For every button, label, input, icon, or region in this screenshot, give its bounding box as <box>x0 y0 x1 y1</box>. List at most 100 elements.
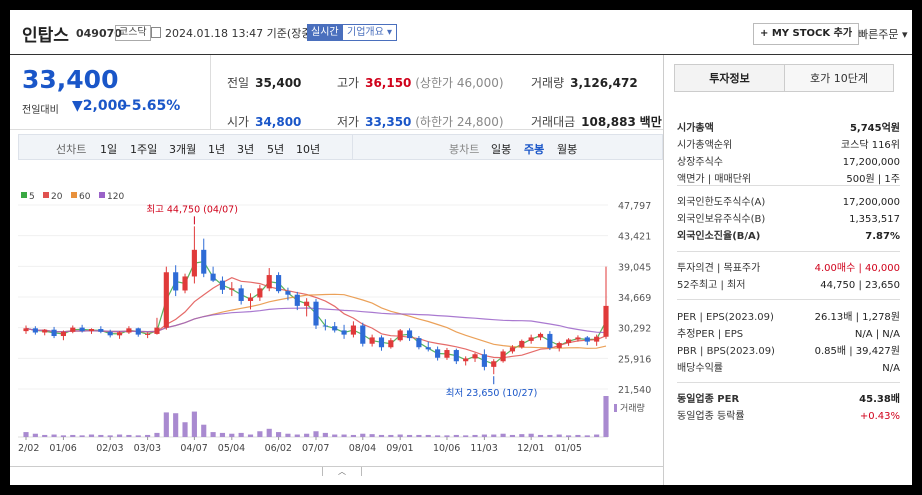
info-row: 52주최고 | 최저 44,750 | 23,650 <box>677 278 900 294</box>
period-1w[interactable]: 1주일 <box>130 143 158 156</box>
candle-body <box>416 338 422 348</box>
candle-body <box>191 249 197 277</box>
chevron-up-icon: ︿ <box>338 467 346 476</box>
line-chart-label: 선차트 <box>56 143 87 156</box>
info-value: 1,353,517 <box>849 214 900 225</box>
candle-body <box>566 339 572 344</box>
price-stats: 전일 35,400 고가 36,150 (상한가 46,000) 거래량 3,126,… <box>213 55 663 129</box>
candle-body <box>575 337 581 340</box>
volume-bar <box>191 411 197 437</box>
volume-bar <box>98 434 104 437</box>
info-row: 추정PER | EPS N/A | N/A <box>677 327 900 343</box>
candle-body <box>509 347 516 352</box>
quick-order-dropdown[interactable]: 빠른주문 ▾ <box>858 26 908 42</box>
corp-info-label: 기업개요 <box>347 27 384 38</box>
candle-chart-label: 봉차트 <box>449 143 480 156</box>
tab-hoga-10[interactable]: 호가 10단계 <box>784 64 894 92</box>
low-annotation: 최저 23,650 (10/27) <box>446 388 538 399</box>
volume-bar <box>229 433 235 437</box>
volume-bar <box>70 434 76 437</box>
info-divider <box>677 185 900 186</box>
volume-bar <box>519 434 525 437</box>
volume-bar <box>173 413 179 437</box>
period-1y[interactable]: 1년 <box>208 143 226 156</box>
stat-label: 거래량 <box>531 76 565 90</box>
stock-name[interactable]: 인탑스 <box>22 26 69 46</box>
candle-monthly[interactable]: 월봉 <box>557 143 578 156</box>
candle-body <box>304 301 310 306</box>
info-label: PBR | BPS(2023.09) <box>677 346 775 357</box>
candle-body <box>182 276 188 291</box>
volume-bar <box>435 435 441 437</box>
period-5y[interactable]: 5년 <box>267 143 285 156</box>
stat-value: 108,883 <box>581 115 636 129</box>
period-10y[interactable]: 10년 <box>296 143 321 156</box>
info-row: 동일업종 등락률 +0.43% <box>677 409 900 425</box>
candle-body <box>584 337 590 342</box>
candle-body <box>519 340 525 348</box>
price-change: ▼2,000 <box>72 98 128 114</box>
candle-body <box>491 361 497 367</box>
legend-swatch <box>99 192 105 198</box>
period-3y[interactable]: 3년 <box>237 143 255 156</box>
stat-open: 시가 34,800 <box>227 113 301 130</box>
candle-body <box>32 328 38 333</box>
volume-bar <box>369 434 375 437</box>
stat-label: 저가 <box>337 115 360 129</box>
y-tick-label: 43,421 <box>618 232 651 243</box>
info-value: 44,750 | 23,650 <box>820 280 900 291</box>
realtime-badge[interactable]: 실시간 <box>307 24 343 41</box>
my-stock-add-button[interactable]: + MY STOCK 추가 <box>753 23 860 45</box>
candle-body <box>154 327 160 334</box>
volume-bar <box>210 432 216 437</box>
stat-value: 34,800 <box>255 115 302 129</box>
corp-info-dropdown[interactable]: 기업개요 ▾ <box>342 24 398 41</box>
stock-header: 인탑스 049070 코스닥 2024.01.18 13:47 기준(장중) 실… <box>10 10 912 54</box>
market-badge: 코스닥 <box>115 25 151 41</box>
candle-body <box>500 351 506 362</box>
info-row: 외국인소진율(B/A) 7.87% <box>677 229 900 245</box>
info-row: 투자의견 | 목표주가 4.00매수 | 40,000 <box>677 261 900 277</box>
candle-daily[interactable]: 일봉 <box>491 143 512 156</box>
stat-amount: 거래대금 108,883 백만 <box>531 113 662 130</box>
volume-bar <box>257 431 263 437</box>
volume-bar <box>463 435 469 437</box>
volume-bar <box>182 422 188 437</box>
stat-low: 저가 33,350 (하한가 24,800) <box>337 113 504 130</box>
chart-collapse-handle[interactable]: ︿ <box>322 466 362 476</box>
stat-unit: 백만 <box>639 115 662 129</box>
info-value: 45.38배 <box>859 394 900 405</box>
candle-body <box>528 337 534 341</box>
candle-weekly[interactable]: 주봉 <box>524 143 545 156</box>
period-3m[interactable]: 3개월 <box>169 143 197 156</box>
stat-label: 고가 <box>337 76 360 90</box>
legend-swatch <box>71 192 77 198</box>
info-divider <box>677 299 900 300</box>
x-tick-label: 02/03 <box>96 443 123 454</box>
candle-body <box>210 273 216 281</box>
volume-bar <box>23 432 29 437</box>
quick-order-label: 빠른주문 <box>858 28 899 41</box>
high-annotation: 최고 44,750 (04/07) <box>146 204 238 215</box>
period-1d[interactable]: 1일 <box>100 143 118 156</box>
tab-invest-info[interactable]: 투자정보 <box>674 64 785 92</box>
info-value: 4.00매수 | 40,000 <box>814 263 900 274</box>
candle-body <box>285 291 291 295</box>
toolbar-divider <box>352 135 353 159</box>
candle-body <box>266 275 272 289</box>
chart-bottom-divider <box>10 466 663 467</box>
volume-bar <box>201 424 207 437</box>
candle-body <box>472 354 478 359</box>
invest-info-panel: 투자정보 호가 10단계 시가총액 5,745억원 시가총액순위 코스닥 116위 상장… <box>663 55 912 485</box>
legend-swatch <box>43 192 49 198</box>
volume-bar <box>388 434 394 437</box>
volume-bar <box>42 434 48 437</box>
candle-body <box>463 358 469 362</box>
price-chart[interactable]: 5 20 60 120 47,797 43,421 39,045 34,669 30,292 25… <box>18 168 663 468</box>
legend-label: 120 <box>107 192 124 202</box>
volume-bar <box>304 433 310 437</box>
volume-bar <box>126 434 132 437</box>
x-tick-label: 07/07 <box>302 443 329 454</box>
stock-widget: 인탑스 049070 코스닥 2024.01.18 13:47 기준(장중) 실… <box>10 10 912 485</box>
x-tick-label: 06/02 <box>265 443 292 454</box>
